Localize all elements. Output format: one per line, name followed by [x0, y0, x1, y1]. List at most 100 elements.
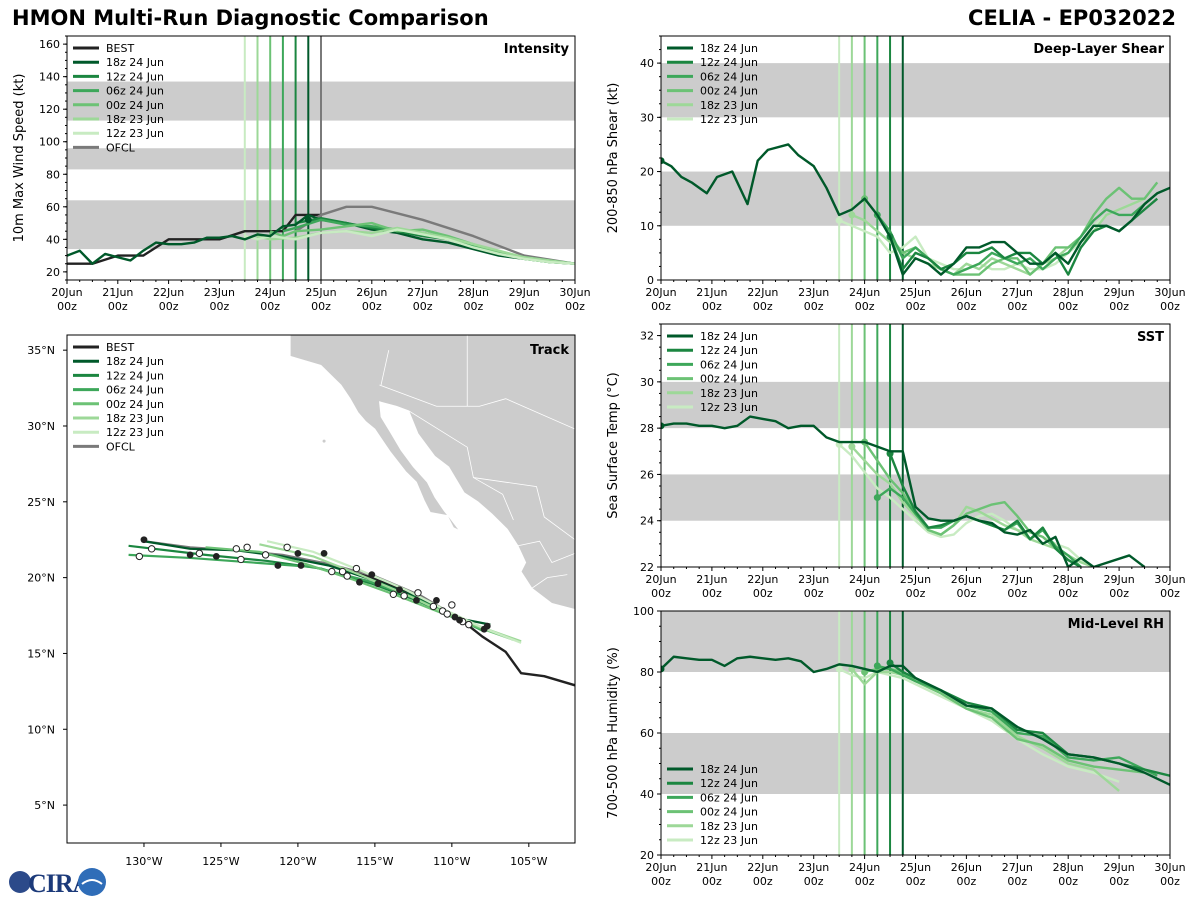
track-point-filled	[456, 616, 463, 624]
shear-series-start-point	[661, 157, 665, 165]
shear-xtick-label: 00z	[753, 300, 773, 313]
track-point-filled	[274, 562, 282, 569]
rh-series-line	[661, 655, 1170, 786]
rh-series-start-point	[835, 665, 843, 673]
shear-plot-area	[661, 36, 1170, 280]
rh-xtick-label: 00z	[753, 875, 773, 888]
cira-logo-badge-icon	[78, 868, 106, 896]
track-point-open	[343, 572, 351, 580]
rh-xtick-label: 00z	[957, 875, 977, 888]
rh-legend-label: 18z 23 Jun	[700, 820, 758, 833]
shear-xtick-label: 00z	[1160, 300, 1180, 313]
sst-xtick-label: 00z	[753, 587, 773, 600]
track-title: Track	[530, 343, 569, 358]
intensity-xtick-label: 00z	[413, 300, 433, 313]
shear-legend-label: 18z 24 Jun	[700, 42, 758, 55]
track-point-open	[352, 564, 361, 573]
shear-ytick-label: 0	[647, 274, 654, 287]
track-point-filled	[186, 551, 194, 559]
sst-xtick-label: 26Jun	[951, 573, 982, 586]
shear-xtick-label: 00z	[906, 300, 926, 313]
intensity-legend-label: 00z 24 Jun	[106, 99, 164, 112]
rh-series-start-point	[661, 665, 665, 673]
sst-legend-label: 18z 23 Jun	[700, 387, 758, 400]
rh-ytick-label: 20	[640, 849, 654, 862]
intensity-ytick-label: 80	[46, 168, 60, 181]
intensity-legend-label: BEST	[106, 42, 134, 55]
rh-xtick-label: 27Jun	[1002, 861, 1033, 874]
rh-xtick-label: 00z	[1160, 875, 1180, 888]
sst-legend-label: 00z 24 Jun	[700, 373, 758, 386]
rh-xtick-label: 22Jun	[747, 861, 778, 874]
track-ytick-label: 25°N	[27, 496, 55, 509]
rh-legend-label: 12z 23 Jun	[700, 834, 758, 847]
sst-xtick-label: 00z	[651, 587, 671, 600]
shear-xtick-label: 00z	[1058, 300, 1078, 313]
rh-title: Mid-Level RH	[1068, 617, 1164, 632]
shear-series-start-point	[835, 216, 843, 224]
track-point-filled	[140, 536, 148, 544]
track-border	[473, 477, 575, 541]
sst-legend-label: 06z 24 Jun	[700, 358, 758, 371]
intensity-series-line	[257, 226, 575, 265]
panel-intensity: 2040608010012014016020Jun00z21Jun00z22Ju…	[12, 35, 591, 313]
track-xtick-label: 105°W	[510, 855, 547, 868]
track-point-open	[147, 545, 156, 553]
track-point-filled	[374, 580, 382, 588]
sst-xtick-label: 22Jun	[747, 573, 778, 586]
panel-rh: 2040608010020Jun00z21Jun00z22Jun00z23Jun…	[606, 605, 1186, 888]
sst-xtick-label: 00z	[957, 587, 977, 600]
intensity-plot-area	[67, 36, 575, 280]
track-xtick-label: 130°W	[125, 855, 162, 868]
sst-ytick-label: 28	[640, 422, 654, 435]
rh-ytick-label: 40	[640, 788, 654, 801]
track-border	[380, 350, 390, 386]
sst-xtick-label: 00z	[1058, 587, 1078, 600]
shear-legend-label: 12z 23 Jun	[700, 113, 758, 126]
cira-logo-globe-icon	[9, 871, 31, 893]
intensity-xtick-label: 28Jun	[458, 286, 489, 299]
rh-xtick-label: 28Jun	[1053, 861, 1084, 874]
intensity-xtick-label: 00z	[464, 300, 484, 313]
cira-logo: CIRA	[6, 866, 106, 898]
sst-series-start-point	[848, 443, 856, 451]
shear-xtick-label: 24Jun	[849, 286, 880, 299]
sst-xtick-label: 23Jun	[798, 573, 829, 586]
track-series-line	[128, 553, 484, 632]
intensity-legend-label: 12z 23 Jun	[106, 127, 164, 140]
intensity-xtick-label: 00z	[108, 300, 128, 313]
shear-legend-label: 06z 24 Jun	[700, 70, 758, 83]
track-point-open	[338, 567, 347, 576]
rh-xtick-label: 24Jun	[849, 861, 880, 874]
track-xtick-label: 125°W	[202, 855, 239, 868]
track-border	[379, 384, 575, 430]
track-legend-label: BEST	[106, 341, 134, 354]
intensity-ytick-label: 100	[39, 136, 60, 149]
intensity-title: Intensity	[504, 42, 570, 57]
track-ytick-label: 5°N	[34, 799, 55, 812]
track-ytick-label: 35°N	[27, 344, 55, 357]
track-point-filled	[368, 571, 376, 578]
track-ytick-label: 20°N	[27, 572, 55, 585]
intensity-ytick-label: 60	[46, 201, 60, 214]
rh-xtick-label: 00z	[651, 875, 671, 888]
intensity-xtick-label: 22Jun	[153, 286, 184, 299]
rh-xtick-label: 23Jun	[798, 861, 829, 874]
rh-xtick-label: 00z	[1109, 875, 1129, 888]
track-point-filled	[294, 549, 302, 557]
sst-xtick-label: 00z	[906, 587, 926, 600]
sst-xtick-label: 28Jun	[1053, 573, 1084, 586]
intensity-series-line	[67, 213, 321, 265]
track-point-open	[195, 549, 204, 558]
shear-xtick-label: 00z	[1007, 300, 1027, 313]
intensity-xtick-label: 00z	[159, 300, 179, 313]
track-point-filled	[212, 552, 220, 560]
sst-ytick-label: 24	[640, 515, 654, 528]
shear-xtick-label: 30Jun	[1154, 286, 1185, 299]
intensity-xtick-label: 00z	[514, 300, 534, 313]
shear-xtick-label: 29Jun	[1104, 286, 1135, 299]
intensity-xtick-label: 21Jun	[102, 286, 133, 299]
intensity-ytick-label: 160	[39, 38, 60, 51]
sst-xtick-label: 27Jun	[1002, 573, 1033, 586]
shear-xtick-label: 26Jun	[951, 286, 982, 299]
